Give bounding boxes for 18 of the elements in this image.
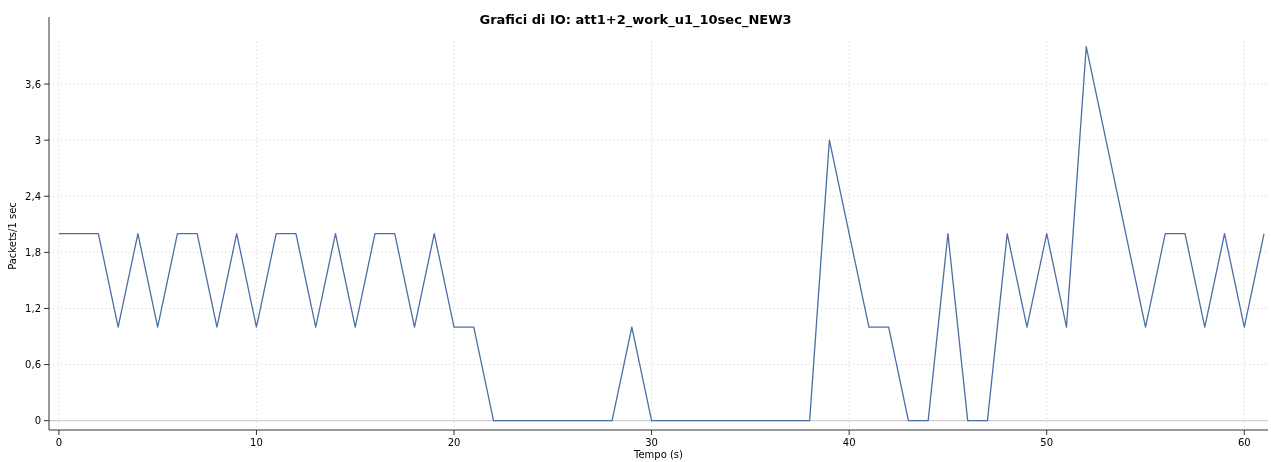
- y-tick-label: 0: [34, 415, 41, 427]
- y-tick-label: 1,8: [25, 246, 41, 258]
- x-tick-label: 50: [1040, 437, 1054, 448]
- x-axis-title: Tempo (s): [633, 449, 684, 460]
- x-tick-label: 40: [842, 437, 856, 448]
- x-tick-label: 0: [55, 437, 63, 448]
- line-series: [58, 46, 1265, 422]
- y-tick-label: 1,2: [25, 302, 41, 314]
- y-tick-label: 3,6: [25, 78, 41, 90]
- y-axis-title: Packets/1 sec: [7, 202, 18, 270]
- x-tick-label: 10: [250, 437, 263, 448]
- x-tick-label: 30: [645, 437, 658, 448]
- y-tick-label: 0,6: [25, 359, 41, 371]
- x-tick-label: 20: [447, 437, 461, 448]
- x-tick-label: 60: [1237, 437, 1251, 448]
- chart-title: Grafici di IO: att1+2_work_u1_10sec_NEW3: [479, 12, 792, 28]
- y-tick-label: 2,4: [25, 190, 41, 202]
- y-tick-label: 3: [34, 134, 41, 146]
